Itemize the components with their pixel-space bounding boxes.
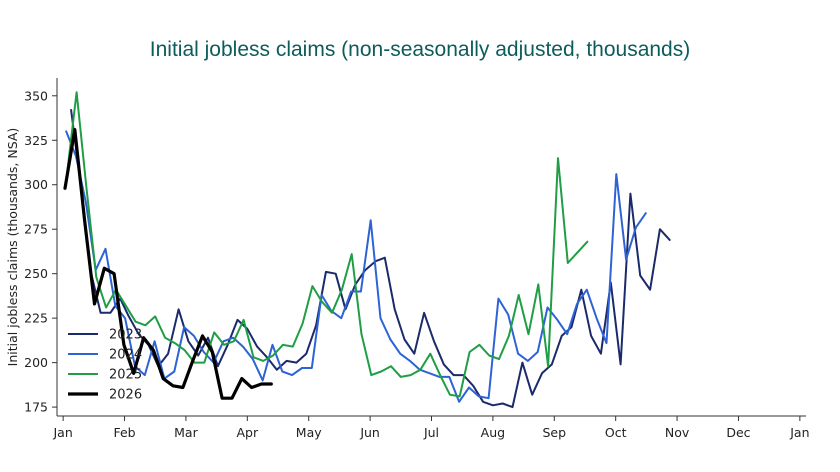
y-tick-label: 350 (24, 88, 48, 103)
x-tick-label: Jan (52, 425, 72, 440)
y-tick-label: 275 (24, 222, 48, 237)
x-tick-label: Nov (665, 425, 690, 440)
y-tick-label: 250 (24, 266, 48, 281)
y-tick-label: 325 (24, 133, 48, 148)
x-tick-label: Jul (423, 425, 439, 440)
x-tick-label: Dec (726, 425, 750, 440)
x-tick-label: Jun (359, 425, 380, 440)
y-tick-label: 225 (24, 311, 48, 326)
x-tick-label: Apr (237, 425, 259, 440)
legend-label-2026: 2026 (109, 388, 142, 403)
x-tick-label: Oct (605, 425, 627, 440)
y-tick-label: 175 (24, 400, 48, 415)
y-tick-label: 200 (24, 355, 48, 370)
x-tick-label: Jan (789, 425, 809, 440)
y-axis-label: Initial jobless claims (thousands, NSA) (5, 128, 20, 367)
x-tick-label: May (296, 425, 322, 440)
x-tick-label: Sep (543, 425, 567, 440)
legend-label-2025: 2025 (109, 368, 142, 383)
legend-label-2023: 2023 (109, 328, 142, 343)
series-line-2025 (65, 91, 589, 398)
series-line-2026 (63, 128, 273, 400)
legend-label-2024: 2024 (109, 348, 142, 363)
y-tick-label: 300 (24, 177, 48, 192)
chart-title: Initial jobless claims (non-seasonally a… (149, 38, 691, 61)
x-tick-label: Aug (481, 425, 505, 440)
x-tick-label: Mar (174, 425, 198, 440)
x-tick-label: Feb (113, 425, 135, 440)
